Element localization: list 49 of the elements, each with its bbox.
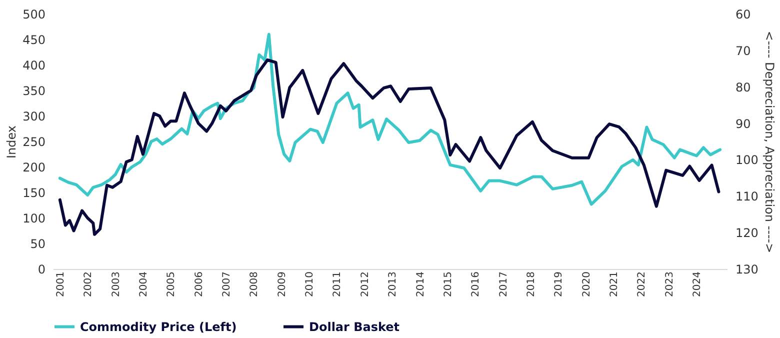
x-tick-label: 2004 [138, 272, 150, 297]
line-series [58, 32, 722, 206]
y2-tick-label: 110 [736, 190, 758, 204]
x-tick-label: 2015 [442, 272, 454, 297]
x-tick-label: 2018 [526, 272, 537, 297]
y2-tick-label: 90 [736, 116, 751, 131]
x-tick-label: 2014 [415, 272, 426, 297]
y-tick-label: 50 [30, 237, 46, 251]
x-tick-label: 2013 [388, 272, 399, 297]
y-tick-label: 450 [22, 33, 46, 47]
y-axis-title: Index [4, 125, 19, 159]
x-tick-label: 2006 [194, 272, 205, 297]
x-tick-label: 2005 [166, 272, 178, 297]
x-tick-label: 2023 [664, 272, 676, 297]
y-tick-label: 350 [22, 84, 46, 98]
y-tick-label: 150 [22, 186, 46, 200]
x-tick-label: 2016 [470, 272, 482, 297]
y2-tick-label: 100 [736, 153, 758, 168]
x-tick-label: 2011 [332, 272, 344, 297]
y2-axis-title: <---- Depreciation, Appreciation ----> [762, 30, 776, 254]
y2-tick-label: 60 [736, 8, 751, 22]
y-tick-label: 100 [22, 212, 46, 226]
y-tick-label: 300 [22, 110, 46, 124]
x-tick-label: 2010 [304, 272, 316, 297]
y2-tick-label: 80 [736, 80, 751, 94]
x-tick-label: 2022 [636, 272, 648, 297]
x-tick-label: 2017 [498, 272, 510, 297]
x-tick-label: 2012 [360, 272, 371, 297]
y2-tick-label: 130 [736, 262, 758, 276]
y-tick-label: 200 [22, 160, 46, 174]
line-series [58, 58, 720, 236]
y-tick-label: 500 [22, 8, 46, 22]
x-tick-label: 2003 [110, 272, 122, 297]
x-tick-label: 2021 [609, 272, 620, 297]
y-tick-label: 400 [22, 58, 46, 72]
legend-label: Commodity Price (Left) [80, 320, 237, 334]
x-tick-label: 2019 [554, 272, 565, 297]
x-tick-label: 2020 [581, 272, 592, 297]
legend-label: Dollar Basket [309, 320, 400, 334]
y2-tick-label: 70 [736, 44, 751, 58]
x-tick-label: 2007 [222, 272, 232, 297]
x-tick-label: 2009 [276, 272, 288, 297]
x-tick-label: 2001 [55, 272, 66, 297]
x-tick-label: 2024 [692, 272, 704, 297]
x-tick-label: 2008 [249, 272, 260, 297]
x-tick-label: 2002 [83, 272, 94, 297]
y-tick-label: 0 [38, 262, 46, 276]
y2-tick-label: 120 [736, 226, 758, 240]
y-tick-label: 250 [22, 135, 46, 149]
